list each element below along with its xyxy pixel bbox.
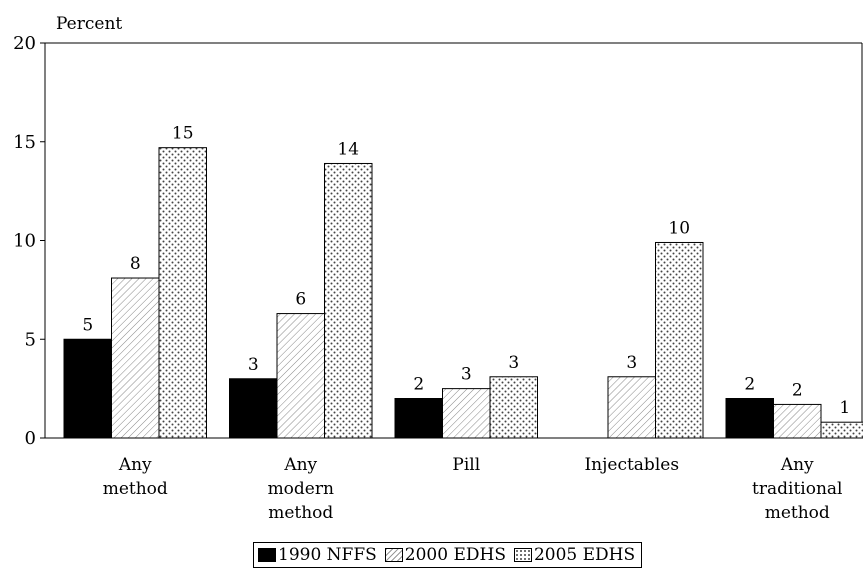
category-label-line: Any [780,455,814,475]
legend: 1990 NFFS 2000 EDHS 2005 EDHS [253,542,643,568]
y-axis-title: Percent [56,14,123,34]
bar-value-label: 1 [839,398,850,418]
category-label-line: Any [284,455,318,475]
bar-2005-edhs-0 [158,147,207,439]
bar-2005-edhs-4 [820,421,863,439]
bar-value-label: 6 [295,290,306,310]
bar-2000-edhs-3 [607,376,656,439]
legend-swatch-1990 [258,548,276,562]
bar-1990-nffs-0 [63,338,112,439]
category-label-line: traditional [752,479,843,499]
bar-2000-edhs-4 [773,403,822,439]
bar-value-label: 2 [792,380,803,400]
y-tick-label: 15 [13,132,36,153]
legend-item-2000: 2000 EDHS [384,545,506,565]
category-label-line: method [764,503,830,523]
y-tick-label: 20 [13,33,36,54]
category-label: Any modern method [231,453,371,525]
bar-value-label: 3 [508,353,519,373]
category-label: Any traditional method [727,453,863,525]
bar-1990-nffs-2 [394,398,443,439]
category-label-line: Injectables [584,455,680,475]
category-label-line: Pill [452,455,481,475]
y-tick-label: 0 [25,428,36,449]
legend-item-1990: 1990 NFFS [258,545,377,565]
bar-value-label: 10 [668,218,690,238]
bar-value-label: 8 [130,254,141,274]
y-tick-label: 10 [13,231,36,252]
legend-label-2005: 2005 EDHS [533,545,636,565]
bar-value-label: 3 [626,353,637,373]
legend-swatch-2000 [384,548,403,562]
category-label: Any method [65,453,205,501]
bar-1990-nffs-1 [229,378,278,439]
category-label-line: method [102,479,168,499]
bar-value-label: 2 [413,375,424,395]
category-label: Injectables [562,453,702,477]
bars [63,147,863,439]
legend-label-1990: 1990 NFFS [278,545,377,565]
bar-2005-edhs-2 [489,376,538,439]
category-label-line: method [268,503,334,523]
y-tick-label: 5 [25,329,36,350]
category-label-line: Any [118,455,152,475]
bar-2005-edhs-1 [324,162,373,439]
bar-value-label: 15 [172,124,194,144]
bar-2000-edhs-1 [276,313,325,439]
bar-value-label: 14 [337,139,359,159]
bar-value-label: 3 [461,365,472,385]
bar-value-label: 3 [248,355,259,375]
bar-2005-edhs-3 [655,241,704,439]
category-label: Pill [396,453,536,477]
legend-item-2005: 2005 EDHS [513,545,636,565]
bar-value-label: 5 [82,315,93,335]
legend-swatch-2005 [513,548,532,562]
bar-1990-nffs-4 [725,398,774,439]
bar-value-labels: 5 8 15 3 6 14 2 3 3 3 10 2 2 1 [82,124,850,419]
category-label-line: modern [267,479,334,499]
legend-label-2000: 2000 EDHS [404,545,506,565]
bar-2000-edhs-0 [111,277,160,439]
bar-2000-edhs-2 [442,388,491,439]
bar-value-label: 2 [744,375,755,395]
